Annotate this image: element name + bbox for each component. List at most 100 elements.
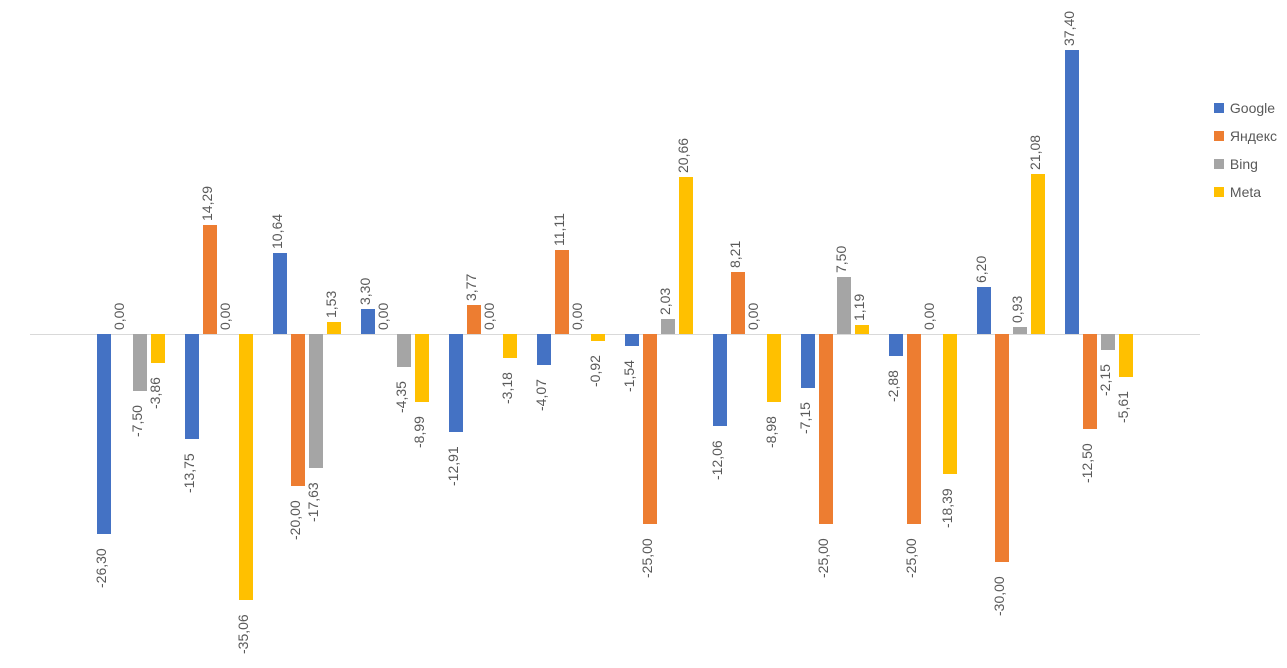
bar <box>203 225 217 334</box>
legend-swatch <box>1214 103 1224 113</box>
bar-value-label: 0,93 <box>1009 296 1025 323</box>
bar <box>977 287 991 334</box>
bar-value-label: 7,50 <box>833 246 849 273</box>
bar-value-label: -25,00 <box>639 538 655 578</box>
bar-value-label: -7,50 <box>129 405 145 437</box>
bar-value-label: -2,15 <box>1097 364 1113 396</box>
bar-value-label: 0,00 <box>569 303 585 330</box>
bar-value-label: 8,21 <box>727 240 743 267</box>
bar-value-label: 0,00 <box>111 303 127 330</box>
bar <box>713 334 727 426</box>
bar-value-label: -3,86 <box>147 377 163 409</box>
bar <box>449 334 463 432</box>
legend-label: Яндекс <box>1230 128 1277 144</box>
bar <box>643 334 657 524</box>
bar-value-label: 0,00 <box>375 303 391 330</box>
bar-value-label: -3,18 <box>499 372 515 404</box>
bar-value-label: -26,30 <box>93 548 109 588</box>
bar-value-label: -18,39 <box>939 488 955 528</box>
bar-value-label: -12,50 <box>1079 443 1095 483</box>
bar <box>1101 334 1115 350</box>
legend-swatch <box>1214 187 1224 197</box>
legend: Google Яндекс Bing Meta <box>1214 100 1277 212</box>
bar-value-label: 0,00 <box>217 303 233 330</box>
bar <box>801 334 815 388</box>
bar <box>591 334 605 341</box>
legend-label: Google <box>1230 100 1275 116</box>
bar-value-label: 21,08 <box>1027 135 1043 170</box>
bar <box>995 334 1009 562</box>
bar <box>415 334 429 402</box>
bar-value-label: -12,06 <box>709 440 725 480</box>
bar <box>943 334 957 474</box>
bar-value-label: -20,00 <box>287 500 303 540</box>
legend-item: Яндекс <box>1214 128 1277 144</box>
bar <box>731 272 745 334</box>
bar <box>889 334 903 356</box>
bar-value-label: -4,35 <box>393 381 409 413</box>
bar <box>907 334 921 524</box>
bar <box>239 334 253 600</box>
bar <box>397 334 411 367</box>
bar-value-label: -25,00 <box>903 538 919 578</box>
bar-value-label: 10,64 <box>269 214 285 249</box>
zero-line <box>30 334 1200 335</box>
legend-item: Meta <box>1214 184 1277 200</box>
bar <box>819 334 833 524</box>
bar <box>273 253 287 334</box>
bar-value-label: -17,63 <box>305 482 321 522</box>
bar <box>855 325 869 334</box>
bar-value-label: 0,00 <box>745 303 761 330</box>
bar-value-label: -4,07 <box>533 379 549 411</box>
bar-value-label: -8,98 <box>763 416 779 448</box>
legend-label: Meta <box>1230 184 1261 200</box>
bar <box>185 334 199 439</box>
plot-area: -26,300,00-7,50-3,86-13,7514,290,00-35,0… <box>30 30 1200 638</box>
bar-value-label: -35,06 <box>235 615 251 655</box>
bar-value-label: 0,00 <box>921 303 937 330</box>
bar-value-label: 1,53 <box>323 291 339 318</box>
bar-value-label: 3,77 <box>463 274 479 301</box>
bar <box>661 319 675 334</box>
legend-item: Bing <box>1214 156 1277 172</box>
bar-value-label: -1,54 <box>621 360 637 392</box>
bar-value-label: 0,00 <box>481 303 497 330</box>
bar <box>1083 334 1097 429</box>
bar-value-label: -30,00 <box>991 576 1007 616</box>
bar-value-label: -13,75 <box>181 453 197 493</box>
bar <box>1031 174 1045 334</box>
bar-value-label: -7,15 <box>797 402 813 434</box>
legend-swatch <box>1214 131 1224 141</box>
legend-label: Bing <box>1230 156 1258 172</box>
bar <box>133 334 147 391</box>
bar <box>537 334 551 365</box>
bar <box>467 305 481 334</box>
bar <box>309 334 323 468</box>
bar <box>1013 327 1027 334</box>
bar <box>327 322 341 334</box>
bar-value-label: 37,40 <box>1061 11 1077 46</box>
chart-container: -26,30 0,00 -7,50-3,86 -13,75 14,29 0,00 -35,0… <box>0 0 1287 668</box>
legend-swatch <box>1214 159 1224 169</box>
legend-item: Google <box>1214 100 1277 116</box>
bar <box>151 334 165 363</box>
bar <box>837 277 851 334</box>
bar-value-label: 14,29 <box>199 186 215 221</box>
bar <box>767 334 781 402</box>
bar-value-label: -8,99 <box>411 416 427 448</box>
bar <box>291 334 305 486</box>
bar <box>503 334 517 358</box>
bar <box>1119 334 1133 377</box>
bar <box>679 177 693 334</box>
bar-value-label: 2,03 <box>657 287 673 314</box>
bar-value-label: 6,20 <box>973 256 989 283</box>
bar <box>1065 50 1079 334</box>
bar-value-label: 20,66 <box>675 138 691 173</box>
bar <box>97 334 111 534</box>
bar <box>555 250 569 334</box>
bar-value-label: 11,11 <box>551 213 567 246</box>
bar <box>361 309 375 334</box>
bar-value-label: -5,61 <box>1115 391 1131 423</box>
bar-value-label: 1,19 <box>851 294 867 321</box>
bar <box>625 334 639 346</box>
